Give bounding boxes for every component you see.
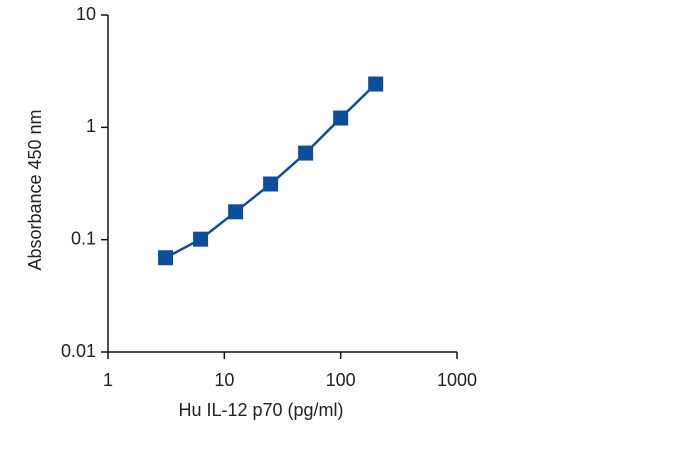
- x-tick-label: 1: [103, 370, 113, 390]
- data-point: [228, 204, 244, 220]
- data-point: [368, 76, 384, 92]
- x-tick-label: 1000: [437, 370, 477, 390]
- x-axis-label: Hu IL-12 p70 (pg/ml): [178, 400, 343, 420]
- y-tick-label: 0.01: [61, 341, 96, 361]
- data-point: [298, 145, 314, 161]
- data-point: [263, 176, 279, 192]
- data-point: [158, 250, 174, 266]
- y-tick-label: 1: [86, 116, 96, 136]
- y-tick-label: 10: [76, 4, 96, 24]
- x-tick-label: 100: [326, 370, 356, 390]
- data-point: [193, 231, 209, 247]
- y-axis-label: Absorbance 450 nm: [25, 109, 45, 270]
- data-point: [333, 110, 349, 126]
- y-tick-label: 0.1: [71, 228, 96, 248]
- x-tick-label: 10: [214, 370, 234, 390]
